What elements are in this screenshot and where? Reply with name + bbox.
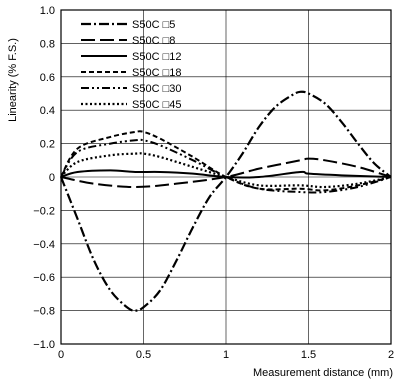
x-tick-label: 1 xyxy=(223,349,229,361)
y-tick-label: 1.0 xyxy=(40,5,55,17)
series-line-5 xyxy=(60,138,392,194)
y-tick-label: −0.8 xyxy=(33,306,55,318)
x-tick-label: 0.5 xyxy=(136,349,151,361)
y-tick-label: −0.2 xyxy=(33,205,55,217)
y-axis-label: Linearity (% F.S.) xyxy=(7,38,19,122)
legend-label: S50C □45 xyxy=(132,99,181,111)
x-tick-label: 2 xyxy=(388,349,394,361)
y-tick-label: −0.4 xyxy=(33,239,55,251)
y-tick-label: 0.8 xyxy=(40,38,55,50)
x-tick-label: 1.5 xyxy=(301,349,316,361)
legend-label: S50C □18 xyxy=(132,67,181,79)
y-tick-label: 0 xyxy=(49,172,55,184)
x-axis-label: Measurement distance (mm) xyxy=(253,367,393,379)
plot-frame xyxy=(60,9,392,345)
tick-labels: 0 0.5 1 1.5 2 1.0 0.8 0.6 0.4 0.2 0 −0.2 −0.4 −0.6 −0.… xyxy=(33,5,394,361)
y-tick-label: 0.4 xyxy=(40,105,55,117)
y-tick-label: 0.2 xyxy=(40,139,55,151)
legend-label: S50C □5 xyxy=(132,19,175,31)
x-tick-label: 0 xyxy=(58,349,64,361)
legend-label: S50C □30 xyxy=(132,83,181,95)
y-tick-label: −0.6 xyxy=(33,272,55,284)
legend: S50C □5 S50C □8 S50C □12 S50C □18 S50C □30 S5… xyxy=(81,19,181,111)
series-line-1 xyxy=(59,90,392,312)
series-line-4 xyxy=(60,130,392,192)
legend-label: S50C □12 xyxy=(132,51,181,63)
series-line-3 xyxy=(60,169,392,179)
series-line-2 xyxy=(60,157,392,189)
y-tick-label: −1.0 xyxy=(33,339,55,351)
series-line-6 xyxy=(60,152,392,189)
series-group xyxy=(59,90,392,312)
y-tick-label: 0.6 xyxy=(40,72,55,84)
legend-label: S50C □8 xyxy=(132,35,175,47)
